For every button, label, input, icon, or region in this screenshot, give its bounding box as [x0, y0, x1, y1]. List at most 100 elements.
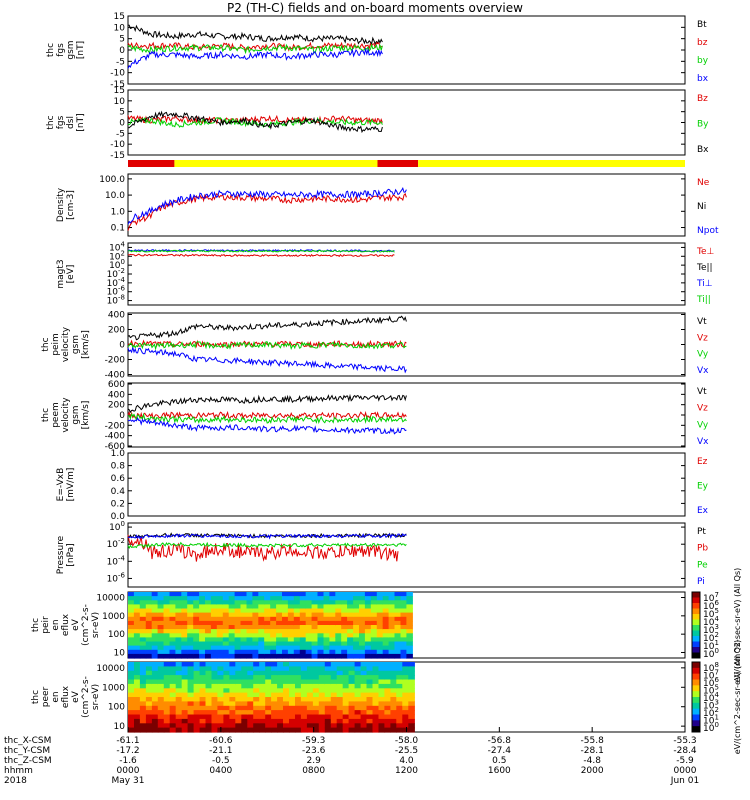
- heatmap-cell: [396, 723, 403, 729]
- heatmap-cell: [382, 620, 390, 626]
- heatmap-cell: [305, 604, 313, 610]
- heatmap-cell: [305, 629, 313, 634]
- heatmap-cell: [348, 688, 356, 694]
- legend-Ey: Ey: [697, 482, 709, 492]
- heatmap-cell: [289, 683, 296, 689]
- heatmap-cell: [265, 697, 272, 702]
- heatmap-cell: [311, 649, 319, 655]
- heatmap-cell: [157, 710, 165, 716]
- heatmap-cell: [287, 629, 295, 634]
- heatmap-cell: [151, 701, 159, 707]
- heatmap-cell: [360, 666, 368, 672]
- heatmap-cell: [289, 723, 296, 729]
- heatmap-cell: [354, 666, 362, 672]
- heatmap-cell: [139, 683, 147, 689]
- heatmap-cell: [259, 723, 266, 729]
- heatmap-cell: [382, 637, 390, 643]
- heatmap-cell: [241, 705, 248, 711]
- series-line-Vx: [127, 416, 407, 435]
- heatmap-cell: [234, 608, 242, 614]
- heatmap-cell: [199, 714, 207, 720]
- heatmap-cell: [271, 679, 278, 685]
- heatmap-cell: [317, 637, 324, 643]
- heatmap-cell: [228, 612, 236, 618]
- heatmap-cell: [157, 625, 165, 630]
- heatmap-cell: [139, 675, 147, 681]
- heatmap-cell: [299, 608, 307, 614]
- xaxis-value: 0.5: [492, 756, 506, 766]
- heatmap-cell: [187, 679, 195, 685]
- heatmap-cell: [366, 727, 374, 733]
- heatmap-cell: [134, 679, 141, 685]
- ytick-label: 1.0: [111, 207, 126, 217]
- heatmap-cell: [317, 600, 324, 605]
- heatmap-cell: [295, 718, 302, 724]
- heatmap-cell: [145, 616, 153, 622]
- heatmap-cell: [199, 645, 206, 651]
- heatmap-cell: [348, 723, 356, 729]
- heatmap-cell: [216, 596, 224, 601]
- heatmap-cell: [169, 688, 177, 694]
- heatmap-cell: [193, 620, 200, 626]
- heatmap-cell: [265, 670, 272, 676]
- heatmap-cell: [402, 670, 409, 676]
- series-line-Te⊥: [127, 253, 395, 258]
- heatmap-cell: [210, 649, 218, 655]
- heatmap-cell: [370, 637, 378, 643]
- heatmap-cell: [347, 596, 354, 601]
- heatmap-cell: [276, 637, 283, 643]
- heatmap-cell: [151, 653, 159, 659]
- heatmap-cell: [223, 727, 230, 733]
- heatmap-cell: [402, 692, 409, 698]
- heatmap-cell: [169, 679, 177, 685]
- ylabel-line: thc: [41, 337, 51, 351]
- ytick-label: 0.6: [111, 474, 126, 484]
- heatmap-cell: [312, 688, 320, 694]
- heatmap-cell: [193, 604, 200, 610]
- heatmap-cell: [157, 620, 165, 626]
- heatmap-cell: [354, 688, 362, 694]
- heatmap-cell: [229, 697, 236, 702]
- heatmap-cell: [317, 620, 324, 626]
- heatmap-cell: [376, 645, 384, 651]
- heatmap-cell: [354, 705, 362, 711]
- heatmap-cell: [306, 675, 314, 681]
- heatmap-cell: [139, 633, 147, 638]
- heatmap-cell: [406, 620, 413, 626]
- heatmap-cell: [390, 697, 397, 702]
- heatmap-cell: [181, 692, 189, 698]
- heatmap-cell: [372, 727, 380, 733]
- heatmap-cell: [139, 718, 147, 724]
- heatmap-cell: [151, 718, 159, 724]
- heatmap-cell: [396, 675, 403, 681]
- heatmap-cell: [270, 633, 277, 638]
- heatmap-cell: [323, 625, 330, 630]
- heatmap-cell: [169, 727, 177, 733]
- heatmap-cell: [299, 633, 307, 638]
- heatmap-cell: [283, 670, 290, 676]
- heatmap-cell: [317, 608, 324, 614]
- heatmap-cell: [324, 714, 332, 720]
- heatmap-cell: [382, 645, 390, 651]
- series-line-by: [127, 43, 383, 55]
- heatmap-cell: [133, 653, 141, 659]
- heatmap-cell: [347, 649, 354, 655]
- heatmap-cell: [293, 625, 301, 630]
- heatmap-cell: [335, 612, 342, 618]
- heatmap-cell: [223, 692, 230, 698]
- heatmap-cell: [323, 608, 330, 614]
- heatmap-cell: [259, 705, 266, 711]
- heatmap-cell: [378, 697, 386, 702]
- heatmap-cell: [264, 625, 271, 630]
- heatmap-cell: [223, 662, 230, 667]
- heatmap-cell: [210, 596, 218, 601]
- heatmap-cell: [341, 612, 348, 618]
- heatmap-cell: [353, 649, 360, 655]
- heatmap-cell: [372, 718, 380, 724]
- heatmap-cell: [228, 649, 236, 655]
- heatmap-cell: [370, 600, 378, 605]
- heatmap-cell: [216, 600, 224, 605]
- heatmap-cell: [229, 670, 236, 676]
- heatmap-cell: [382, 600, 390, 605]
